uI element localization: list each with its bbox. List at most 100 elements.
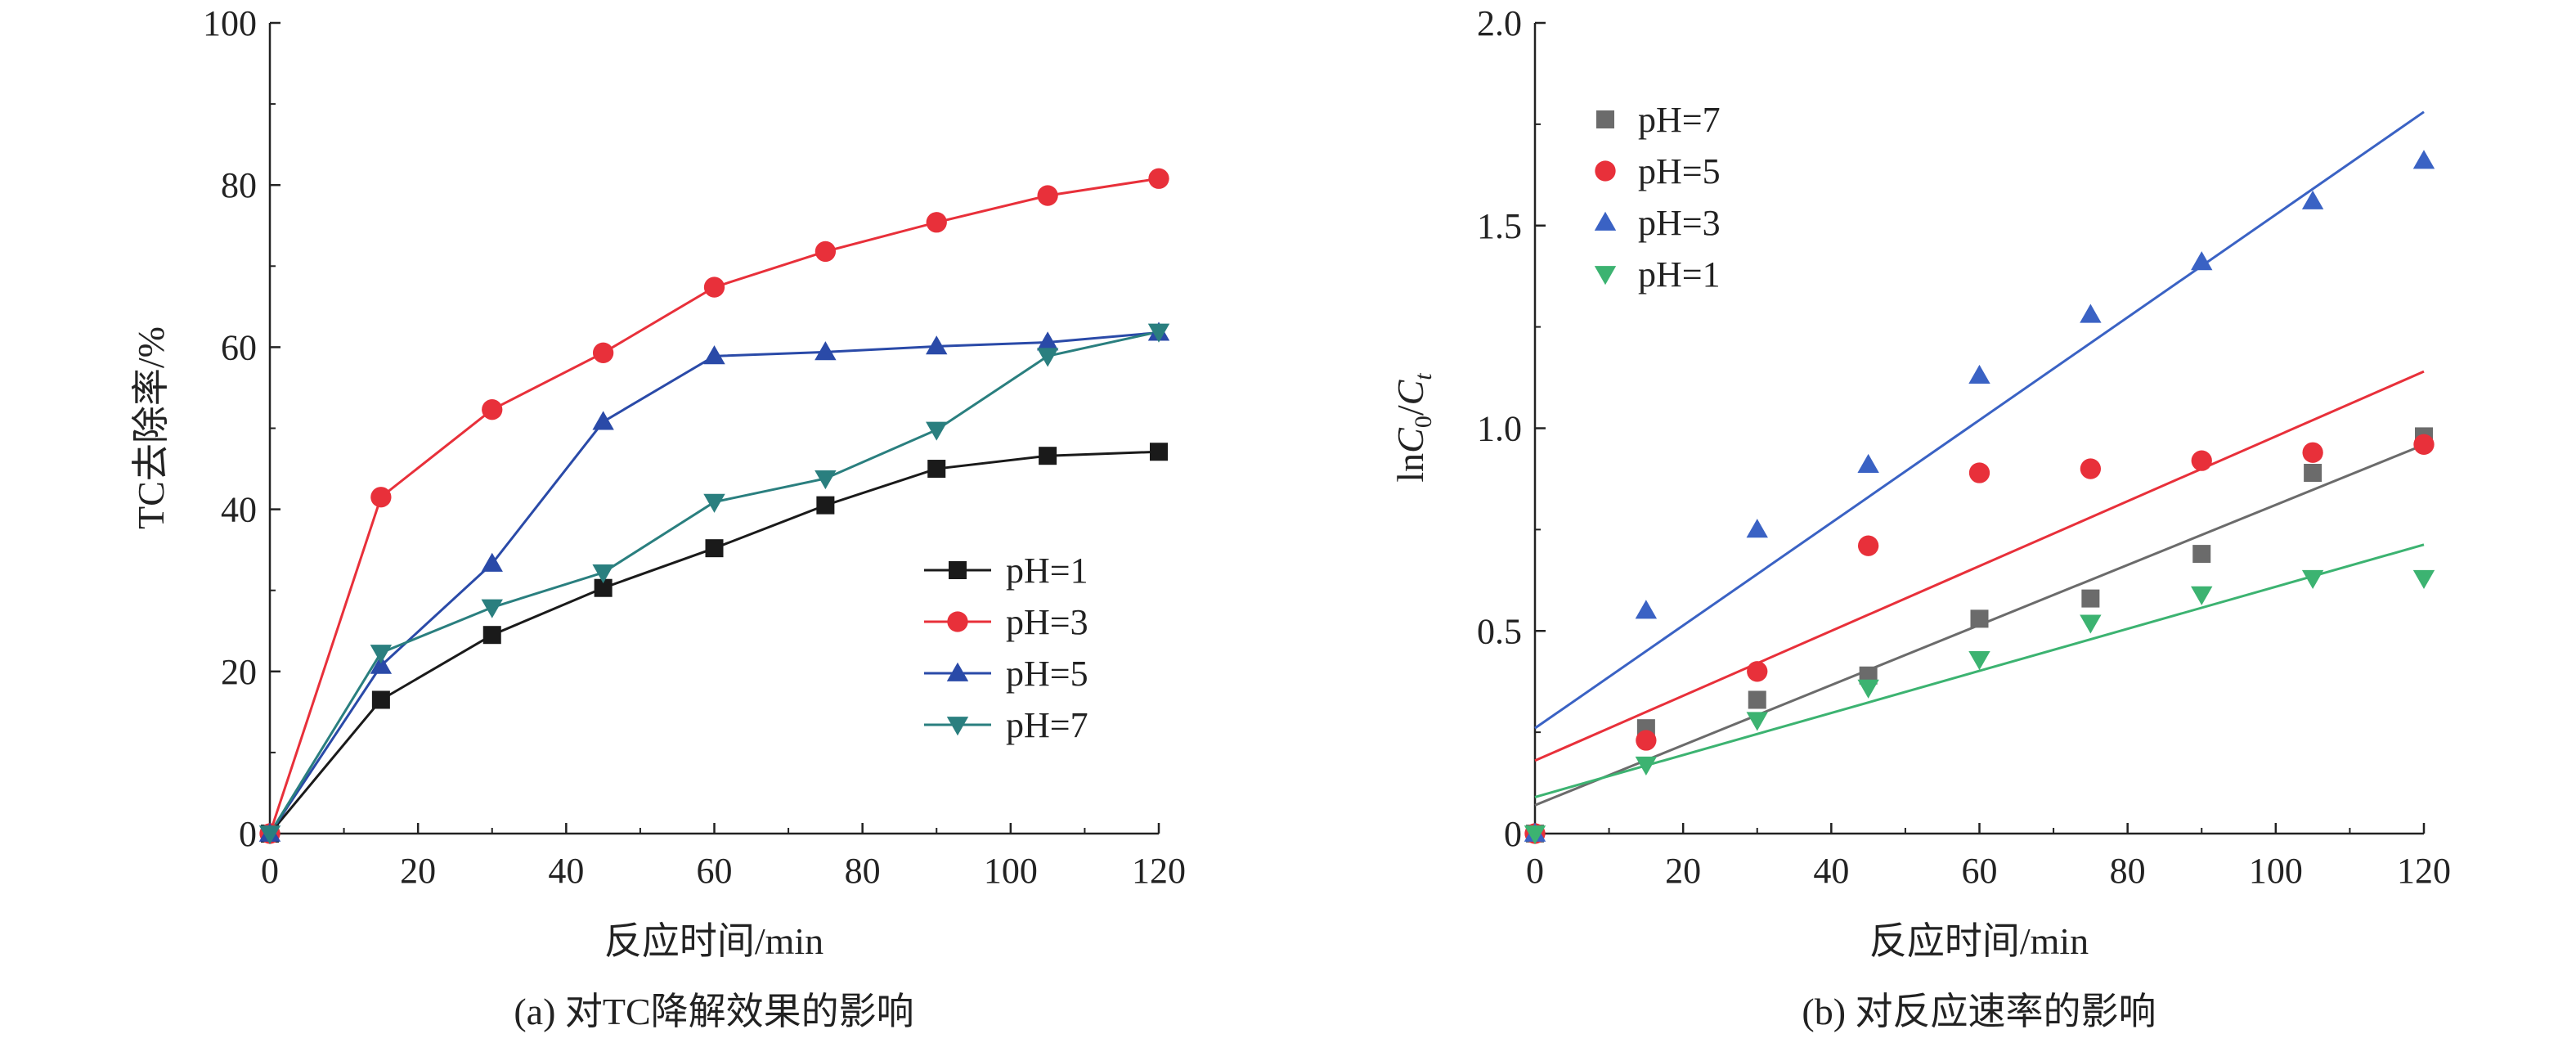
- legend-label: pH=5: [1638, 151, 1721, 191]
- legend-marker-pH3: [1594, 211, 1617, 231]
- x-tick-label: 80: [845, 851, 881, 891]
- panel-a-y-axis-label: TC去除率/%: [130, 326, 172, 529]
- legend-marker-pH1: [1594, 266, 1617, 285]
- y-tick-label: 0: [1504, 814, 1522, 854]
- y-tick-label: 2.0: [1477, 3, 1522, 43]
- data-point-pH3: [703, 276, 725, 298]
- data-point-pH3: [370, 487, 392, 508]
- data-point-pH3: [592, 342, 614, 363]
- panel-b-legend: pH=7 pH=5 pH=3 pH=1: [1594, 100, 1721, 294]
- data-point-pH5: [926, 335, 948, 355]
- data-point-pH5: [2080, 458, 2102, 479]
- legend-label: pH=7: [1006, 705, 1088, 745]
- legend-label: pH=1: [1638, 254, 1721, 294]
- data-point-pH1: [2301, 569, 2324, 590]
- data-point-pH7: [370, 645, 393, 664]
- y-tick-label: 0: [239, 814, 257, 854]
- data-point-pH3: [815, 241, 837, 263]
- data-point-pH1: [2412, 569, 2435, 590]
- legend-marker-pH1: [949, 561, 967, 579]
- data-point-pH7: [258, 825, 281, 845]
- data-point-pH3: [1635, 600, 1658, 619]
- panel-a-caption: (a) 对TC降解效果的影响: [514, 991, 913, 1032]
- data-point-pH5: [815, 341, 837, 361]
- data-point-pH1: [2080, 614, 2102, 634]
- data-point-pH1: [482, 626, 501, 645]
- data-point-pH7: [1147, 323, 1170, 343]
- data-point-pH5: [1636, 730, 1657, 751]
- x-tick-label: 100: [984, 851, 1038, 891]
- data-point-pH1: [1524, 825, 1546, 845]
- x-tick-label: 0: [261, 851, 279, 891]
- data-point-pH3: [1148, 168, 1169, 189]
- y-tick-label: 100: [203, 3, 257, 43]
- x-tick-label: 60: [697, 851, 733, 891]
- data-point-pH3: [482, 399, 503, 420]
- x-tick-label: 40: [548, 851, 584, 891]
- data-point-pH7: [2304, 464, 2322, 483]
- legend-marker-pH7: [946, 717, 969, 736]
- legend-marker-pH5: [1595, 160, 1616, 182]
- data-point-pH3: [2412, 150, 2435, 169]
- y-label-slash: /: [1389, 405, 1431, 416]
- fit-line-pH3: [1534, 110, 2425, 730]
- data-point-pH1: [371, 690, 390, 709]
- data-point-pH1: [705, 539, 724, 558]
- y-tick-label: 80: [221, 165, 257, 205]
- data-point-pH7: [1970, 609, 1989, 628]
- y-tick-label: 1.0: [1477, 409, 1522, 449]
- x-tick-label: 60: [1962, 851, 1998, 891]
- x-tick-label: 120: [1132, 851, 1186, 891]
- data-point-pH5: [1968, 462, 1990, 483]
- panel-b-markers: [1524, 150, 2435, 845]
- data-point-pH3: [926, 212, 947, 233]
- data-point-pH7: [592, 564, 614, 584]
- y-tick-label: 0.5: [1477, 611, 1522, 651]
- data-point-pH1: [2191, 586, 2213, 605]
- panel-b-caption: (b) 对反应速率的影响: [1802, 991, 2156, 1032]
- x-tick-label: 120: [2397, 851, 2451, 891]
- panel-b-chart: 0 0.5 1.0 1.5 2.0 0 20 40 60 80 100 120 反应时间/min l…: [1389, 3, 2451, 1032]
- y-tick-label: 20: [221, 652, 257, 692]
- data-point-pH7: [1748, 690, 1766, 709]
- data-point-pH7: [926, 421, 948, 441]
- data-point-pH3: [1968, 364, 1990, 384]
- y-tick-label: 1.5: [1477, 206, 1522, 246]
- data-point-pH7: [815, 470, 837, 490]
- legend-label: pH=1: [1006, 551, 1088, 591]
- data-point-pH7: [2192, 545, 2211, 564]
- data-point-pH5: [1036, 331, 1059, 351]
- data-point-pH3: [1857, 453, 1879, 473]
- x-tick-label: 0: [1526, 851, 1544, 891]
- panel-a-y-ticks: 0 20 40 60 80 100: [203, 3, 280, 854]
- data-point-pH5: [592, 411, 614, 430]
- x-tick-label: 20: [1665, 851, 1701, 891]
- data-point-pH3: [2080, 303, 2102, 323]
- data-point-pH7: [2081, 589, 2100, 608]
- data-point-pH5: [2191, 450, 2212, 471]
- data-point-pH5: [2302, 442, 2323, 463]
- fit-line-pH1: [1534, 543, 2425, 798]
- data-point-pH3: [2191, 251, 2213, 271]
- data-point-pH1: [1635, 756, 1658, 776]
- data-point-pH1: [927, 460, 946, 479]
- data-point-pH7: [1036, 348, 1059, 367]
- y-label-ln: ln: [1389, 453, 1431, 483]
- data-point-pH5: [1857, 535, 1879, 556]
- legend-label: pH=3: [1638, 203, 1721, 243]
- y-tick-label: 60: [221, 327, 257, 367]
- panel-b-x-ticks: 0 20 40 60 80 100 120: [1526, 823, 2451, 891]
- data-point-pH3: [1746, 519, 1768, 538]
- data-point-pH5: [370, 654, 393, 674]
- legend-marker-pH5: [946, 662, 969, 681]
- y-label-subt: t: [1410, 373, 1437, 380]
- panel-a-markers: [258, 168, 1170, 845]
- data-point-pH3: [2301, 190, 2324, 209]
- y-label-sub0: 0: [1410, 416, 1437, 428]
- panel-b-axes: [1533, 23, 2424, 835]
- data-point-pH1: [1150, 443, 1168, 461]
- legend-label: pH=5: [1006, 654, 1088, 694]
- panel-a-x-axis-label: 反应时间/min: [604, 920, 824, 962]
- data-point-pH1: [1039, 447, 1057, 465]
- legend-label: pH=7: [1638, 100, 1721, 140]
